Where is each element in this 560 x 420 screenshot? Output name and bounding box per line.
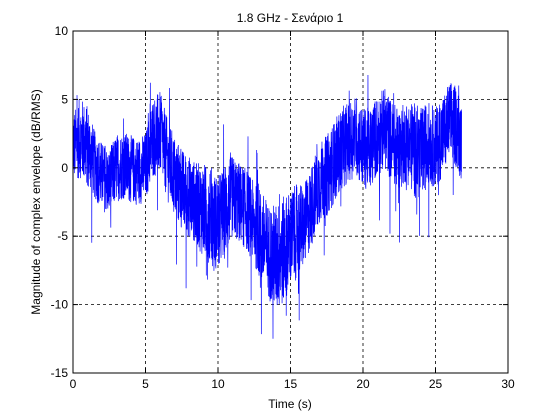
x-tick-label: 15 (284, 377, 298, 391)
y-tick-label: 0 (61, 161, 68, 175)
y-tick-label: -10 (51, 298, 69, 312)
chart-title: 1.8 GHz - Σενάριο 1 (237, 11, 344, 25)
x-tick-label: 0 (70, 377, 77, 391)
y-tick-label: -5 (57, 229, 68, 243)
x-tick-label: 5 (142, 377, 149, 391)
ticks: 0 5 10 15 20 25 30 10 5 0 -5 -10 -15 (51, 24, 515, 391)
y-tick-label: 10 (55, 24, 69, 38)
x-tick-label: 10 (211, 377, 225, 391)
x-tick-label: 30 (501, 377, 515, 391)
x-tick-label: 20 (356, 377, 370, 391)
y-axis-label: Magnitude of complex envelope (dB/RMS) (29, 89, 43, 314)
y-tick-label: -15 (51, 366, 69, 380)
x-tick-label: 25 (429, 377, 443, 391)
signal-line (72, 74, 462, 339)
x-axis-label: Time (s) (268, 397, 312, 411)
data-layer (72, 74, 462, 339)
y-tick-label: 5 (61, 92, 68, 106)
